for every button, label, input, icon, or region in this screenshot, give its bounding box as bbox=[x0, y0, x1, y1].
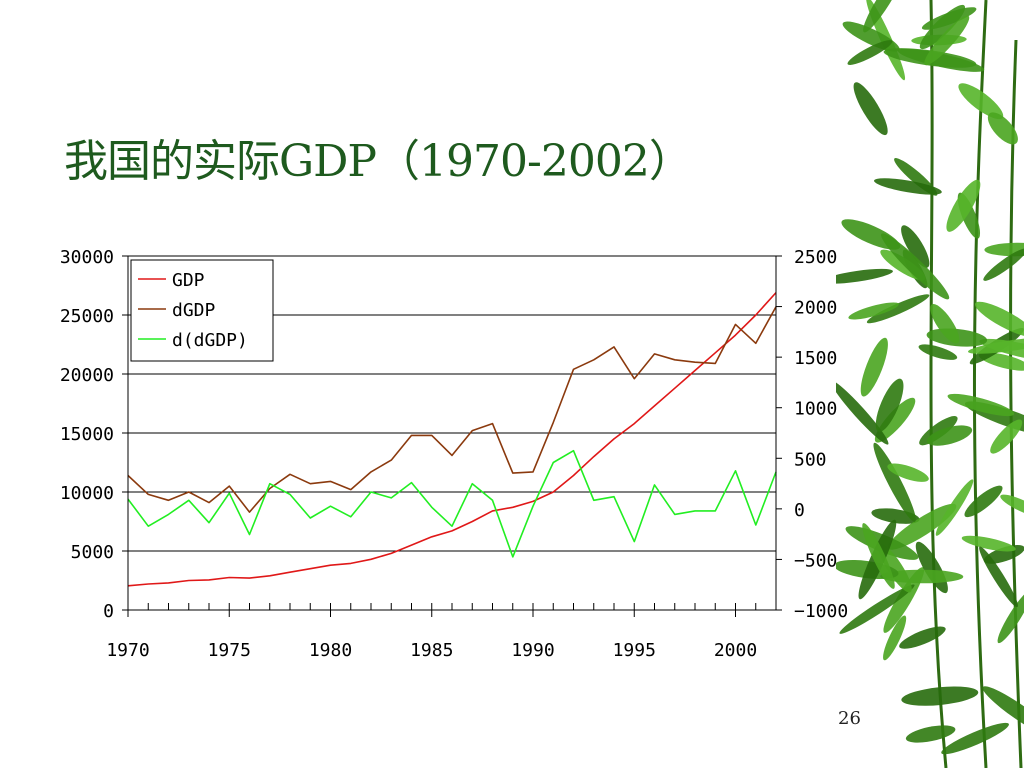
bamboo-leaf bbox=[979, 546, 1018, 608]
left-axis-tick-label: 15000 bbox=[60, 424, 114, 445]
bamboo-leaf bbox=[875, 378, 904, 432]
right-axis-tick-label: 0 bbox=[794, 500, 805, 521]
bamboo-leaf bbox=[862, 523, 895, 589]
bamboo-leaf bbox=[924, 15, 970, 66]
bamboo-leaf bbox=[873, 442, 916, 522]
bamboo-leaf bbox=[930, 303, 960, 344]
bamboo-leaf bbox=[883, 615, 907, 661]
legend: GDP dGDP d(dGDP) bbox=[130, 259, 274, 362]
bamboo-leaf bbox=[964, 485, 1003, 518]
x-axis-tick-label: 1985 bbox=[410, 640, 453, 661]
bamboo-leaf bbox=[883, 567, 925, 633]
legend-label: d(dGDP) bbox=[172, 330, 248, 351]
series-line-d-dgdp bbox=[127, 449, 777, 558]
bamboo-leaf bbox=[841, 219, 901, 250]
bamboo-leaf bbox=[984, 242, 1024, 257]
bamboo-leaf bbox=[836, 268, 893, 284]
bamboo-leaf bbox=[947, 393, 1015, 417]
bamboo-leaf bbox=[866, 294, 930, 324]
x-axis-tick-label: 2000 bbox=[714, 640, 757, 661]
bamboo-leaf bbox=[905, 725, 956, 743]
bamboo-leaf bbox=[987, 112, 1018, 145]
bamboo-leaf bbox=[839, 584, 915, 634]
left-axis-tick-label: 25000 bbox=[60, 306, 114, 327]
grid-lines bbox=[128, 314, 776, 552]
bamboo-leaf bbox=[1000, 494, 1024, 518]
slide-title: 我国的实际GDP（1970-2002） bbox=[64, 136, 693, 187]
bamboo-leaf bbox=[978, 352, 1024, 371]
x-axis-tick-label: 1975 bbox=[208, 640, 251, 661]
right-axis-tick-label: 1500 bbox=[794, 348, 837, 369]
bamboo-leaf bbox=[974, 301, 1024, 337]
page-number: 26 bbox=[838, 708, 861, 729]
legend-label: dGDP bbox=[172, 300, 216, 321]
bamboo-leaf bbox=[836, 380, 889, 445]
bamboo-leaf bbox=[961, 535, 1016, 552]
bamboo-leaf bbox=[887, 503, 957, 550]
bamboo-leaf bbox=[918, 344, 958, 360]
legend-box bbox=[130, 259, 274, 362]
bamboo-leaf bbox=[926, 425, 973, 446]
bamboo-leaf bbox=[958, 83, 1004, 120]
axes: 0 5000 10000 15000 20000 25000 30000 −1000 −500 0… bbox=[60, 247, 848, 661]
left-axis-tick-label: 0 bbox=[103, 601, 114, 622]
series-line-gdp bbox=[127, 292, 777, 587]
bamboo-leaf bbox=[983, 248, 1024, 281]
left-axis-tick-label: 30000 bbox=[60, 247, 114, 268]
legend-label: GDP bbox=[172, 270, 205, 291]
bamboo-leaf bbox=[874, 178, 942, 195]
bamboo-leaf bbox=[919, 4, 966, 50]
left-axis-tick-label: 5000 bbox=[71, 542, 114, 563]
x-axis-tick-label: 1970 bbox=[106, 640, 149, 661]
x-axis-tick-label: 1980 bbox=[309, 640, 352, 661]
bamboo-leaf bbox=[899, 626, 946, 649]
bamboo-leaf bbox=[848, 302, 899, 320]
series-line-dgdp bbox=[127, 306, 777, 513]
bamboo-leaf bbox=[887, 463, 929, 482]
bamboo-leaf bbox=[901, 225, 930, 268]
right-axis-tick-label: 1000 bbox=[794, 399, 837, 420]
bamboo-leaf bbox=[946, 179, 981, 232]
bamboo-leaf bbox=[881, 233, 950, 300]
right-axis-tick-label: 2500 bbox=[794, 247, 837, 268]
bamboo-leaf bbox=[863, 0, 905, 33]
right-axis-tick-label: −500 bbox=[794, 550, 837, 571]
bamboo-leaf bbox=[878, 544, 912, 593]
bamboo-leaf bbox=[968, 337, 1024, 354]
right-axis-tick-label: 500 bbox=[794, 449, 827, 470]
bamboo-leaf bbox=[901, 686, 979, 706]
bamboo-leaf bbox=[941, 722, 1009, 755]
right-axis-tick-label: 2000 bbox=[794, 298, 837, 319]
x-axis-tick-label: 1990 bbox=[511, 640, 554, 661]
bamboo-leaf bbox=[990, 419, 1023, 454]
bamboo-leaf bbox=[853, 82, 888, 136]
left-axis-tick-label: 10000 bbox=[60, 483, 114, 504]
bamboo-leaf bbox=[982, 686, 1024, 738]
x-axis-tick-label: 1995 bbox=[613, 640, 656, 661]
bamboo-leaf bbox=[847, 40, 893, 65]
left-axis-tick-label: 20000 bbox=[60, 365, 114, 386]
bamboo-leaf bbox=[860, 337, 888, 397]
bamboo-leaf bbox=[935, 479, 974, 536]
bamboo-leaf bbox=[874, 397, 916, 443]
right-axis-tick-label: −1000 bbox=[794, 601, 848, 622]
bamboo-leaves-decoration bbox=[836, 0, 1024, 768]
series-layer bbox=[127, 292, 777, 587]
